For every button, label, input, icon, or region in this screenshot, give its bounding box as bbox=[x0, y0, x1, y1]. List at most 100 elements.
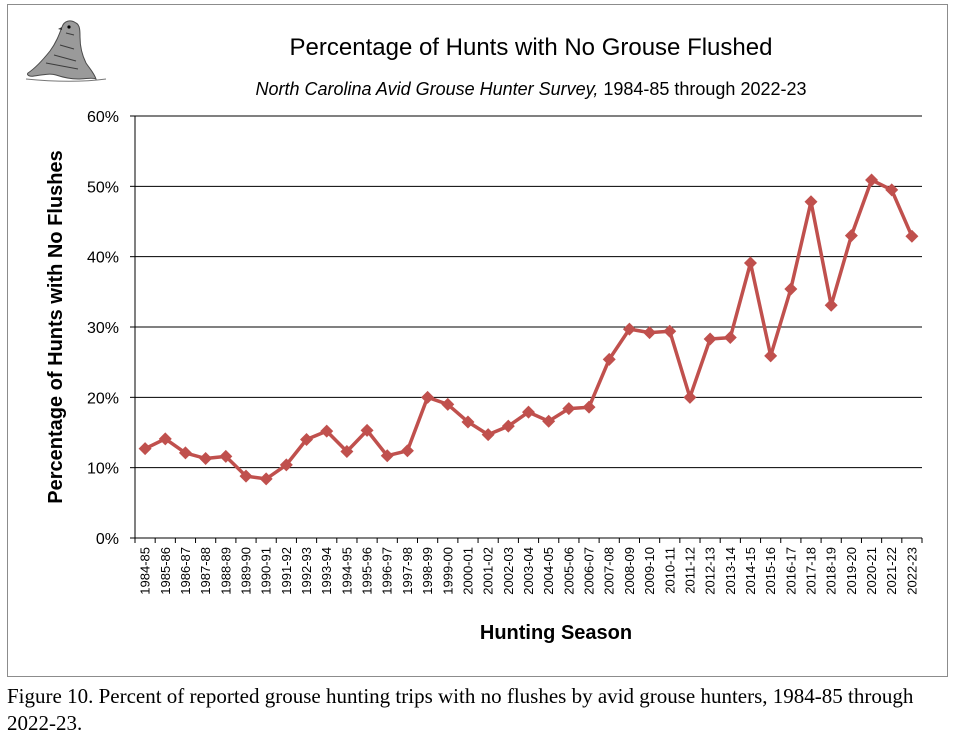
data-point bbox=[723, 331, 737, 345]
x-tick-label: 2000-01 bbox=[460, 547, 475, 595]
data-point bbox=[360, 423, 374, 437]
x-tick-label: 2021-22 bbox=[884, 547, 899, 595]
data-point bbox=[239, 469, 253, 483]
data-point bbox=[481, 428, 495, 442]
x-tick-label: 2020-21 bbox=[864, 547, 879, 595]
data-point bbox=[522, 405, 535, 419]
data-point bbox=[138, 442, 152, 456]
data-point bbox=[158, 432, 172, 446]
x-tick-label: 2012-13 bbox=[703, 547, 718, 595]
x-tick-label: 2007-08 bbox=[602, 547, 617, 595]
data-point bbox=[703, 332, 717, 346]
x-tick-label: 1995-96 bbox=[360, 547, 375, 595]
data-point bbox=[421, 390, 435, 404]
x-tick-label: 1989-90 bbox=[238, 547, 253, 595]
series-line bbox=[144, 178, 914, 481]
x-tick-label: 1998-99 bbox=[420, 547, 435, 595]
data-point bbox=[784, 282, 798, 296]
data-point bbox=[905, 229, 919, 243]
x-tick-label: 2003-04 bbox=[521, 547, 536, 595]
data-point bbox=[219, 449, 233, 463]
data-point bbox=[441, 397, 455, 411]
x-tick-label: 1992-93 bbox=[299, 547, 314, 595]
x-tick-label: 2014-15 bbox=[743, 547, 758, 595]
data-point bbox=[844, 229, 858, 243]
data-point bbox=[663, 324, 677, 338]
data-point bbox=[300, 433, 314, 447]
data-point bbox=[259, 472, 273, 486]
y-tick-labels: 0% 10% 20% 30% 40% 50% 60% bbox=[87, 109, 119, 548]
data-point bbox=[501, 419, 515, 433]
x-tick-label: 2010-11 bbox=[662, 547, 677, 594]
data-point bbox=[804, 195, 818, 209]
x-tick-label: 2001-02 bbox=[481, 547, 496, 595]
x-tick-label: 2016-17 bbox=[783, 547, 798, 595]
data-point bbox=[400, 444, 414, 458]
x-tick-label: 2013-14 bbox=[723, 547, 738, 595]
x-tick-label: 1996-97 bbox=[380, 547, 395, 595]
chart-title: Percentage of Hunts with No Grouse Flush… bbox=[290, 34, 773, 61]
data-point bbox=[885, 183, 899, 197]
grouse-illustration-icon bbox=[25, 20, 107, 82]
y-tick-label: 30% bbox=[87, 320, 119, 337]
x-tick-label: 2022-23 bbox=[904, 547, 919, 595]
x-tick-label: 2019-20 bbox=[844, 547, 859, 595]
x-tick-label: 2002-03 bbox=[501, 547, 516, 595]
y-tick-label: 40% bbox=[87, 250, 119, 267]
x-tick-label: 1987-88 bbox=[198, 547, 213, 595]
x-tick-label: 2018-19 bbox=[824, 547, 839, 595]
x-tick-label: 2011-12 bbox=[682, 547, 697, 594]
data-point bbox=[199, 452, 213, 466]
y-axis-label: Percentage of Hunts with No Flushes bbox=[45, 150, 67, 503]
x-tick-label: 1990-91 bbox=[259, 547, 274, 595]
x-tick-label: 1994-95 bbox=[339, 547, 354, 595]
data-point bbox=[622, 322, 636, 336]
gridlines bbox=[130, 115, 922, 539]
data-point bbox=[320, 424, 334, 438]
y-tick-label: 60% bbox=[87, 109, 119, 126]
x-tick-label: 1997-98 bbox=[400, 547, 415, 595]
x-tick-label: 2006-07 bbox=[582, 547, 597, 595]
chart-subtitle-suffix: 1984-85 through 2022-23 bbox=[598, 79, 806, 99]
x-tick-labels: 1984-85 1985-86 1986-87 1987-88 1988-89 1989-… bbox=[138, 547, 920, 595]
x-tick-label: 1986-87 bbox=[178, 547, 193, 595]
x-tick-label: 1984-85 bbox=[138, 547, 153, 595]
chart-subtitle-prefix: North Carolina Avid Grouse Hunter Survey… bbox=[256, 79, 599, 99]
data-point bbox=[340, 444, 354, 458]
data-point bbox=[764, 349, 778, 363]
x-tick-label: 2015-16 bbox=[763, 547, 778, 595]
x-tick-label: 1985-86 bbox=[158, 547, 173, 595]
x-tick-label: 1991-92 bbox=[279, 547, 294, 595]
data-point bbox=[602, 352, 616, 366]
chart-svg: Percentage of Hunts with No Grouse Flush… bbox=[25, 20, 923, 644]
data-point bbox=[178, 446, 192, 460]
data-point bbox=[279, 458, 293, 472]
data-point bbox=[865, 173, 879, 187]
chart-frame: Percentage of Hunts with No Grouse Flush… bbox=[7, 4, 948, 677]
x-tick-label: 1999-00 bbox=[440, 547, 455, 595]
data-point bbox=[643, 326, 657, 340]
x-axis-label: Hunting Season bbox=[480, 622, 632, 644]
y-tick-label: 0% bbox=[96, 531, 119, 548]
data-point bbox=[461, 415, 475, 429]
y-tick-label: 50% bbox=[87, 179, 119, 196]
x-tick-label: 2009-10 bbox=[642, 547, 657, 595]
chart-subtitle: North Carolina Avid Grouse Hunter Survey… bbox=[256, 79, 807, 99]
y-tick-label: 10% bbox=[87, 461, 119, 478]
data-point bbox=[824, 298, 838, 312]
data-point bbox=[743, 256, 757, 270]
x-tick-label: 2008-09 bbox=[622, 547, 637, 595]
x-tick-label: 1988-89 bbox=[218, 547, 233, 595]
y-tick-label: 20% bbox=[87, 390, 119, 407]
x-tick-label: 2005-06 bbox=[561, 547, 576, 595]
data-point bbox=[562, 402, 576, 416]
axes bbox=[134, 116, 923, 543]
x-tick-label: 2017-18 bbox=[804, 547, 819, 595]
data-point bbox=[380, 449, 394, 463]
figure-caption: Figure 10. Percent of reported grouse hu… bbox=[7, 684, 914, 735]
data-point bbox=[683, 390, 697, 404]
data-point bbox=[582, 400, 596, 414]
x-tick-label: 2004-05 bbox=[541, 547, 556, 595]
series-no-flush-percentage bbox=[138, 173, 919, 486]
x-tick-label: 1993-94 bbox=[319, 547, 334, 595]
